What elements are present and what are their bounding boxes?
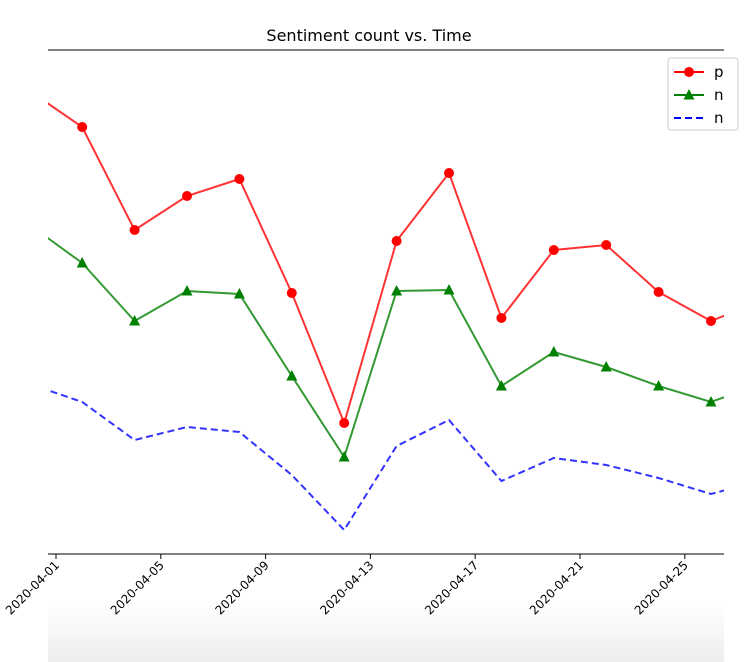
data-point-1-8	[443, 284, 455, 295]
data-point-0-1	[77, 122, 88, 132]
data-point-1-0	[24, 219, 35, 230]
data-point-0-5	[286, 288, 297, 298]
data-point-0-2	[129, 225, 140, 235]
data-point-1-10	[548, 346, 560, 357]
data-point-1-11	[600, 361, 612, 372]
data-point-0-13	[706, 316, 716, 326]
data-point-1-13	[705, 396, 717, 407]
data-point-1-3	[181, 285, 193, 296]
data-point-0-4	[234, 174, 245, 184]
data-point-1-9	[495, 380, 507, 391]
data-point-1-2	[129, 315, 141, 326]
data-point-0-10	[548, 245, 559, 255]
bottom-fade	[48, 600, 724, 662]
series-line-2	[48, 389, 724, 532]
series-layer	[24, 86, 724, 532]
data-point-0-7	[391, 236, 402, 246]
legend-label-2: n	[714, 109, 724, 127]
data-point-0-12	[653, 287, 664, 297]
series-line-1	[48, 236, 724, 460]
legend-label-1: n	[714, 86, 724, 104]
chart-title: Sentiment count vs. Time	[266, 26, 471, 45]
legend: pnn	[667, 57, 739, 131]
data-point-0-11	[601, 240, 612, 250]
data-point-0-3	[182, 191, 192, 201]
data-point-1-4	[233, 288, 245, 299]
data-point-0-9	[496, 313, 507, 323]
data-point-1-7	[391, 285, 403, 296]
data-point-0-0	[25, 86, 35, 96]
legend-marker-0	[684, 67, 694, 77]
data-point-0-8	[444, 168, 454, 178]
data-point-1-6	[338, 451, 350, 462]
data-point-1-12	[653, 380, 665, 391]
data-point-0-6	[339, 418, 350, 428]
data-point-1-5	[286, 370, 298, 381]
legend-label-0: p	[714, 63, 724, 81]
series-line-0	[48, 102, 724, 427]
data-point-1-1	[76, 257, 88, 268]
legend-marker-1	[683, 89, 695, 100]
